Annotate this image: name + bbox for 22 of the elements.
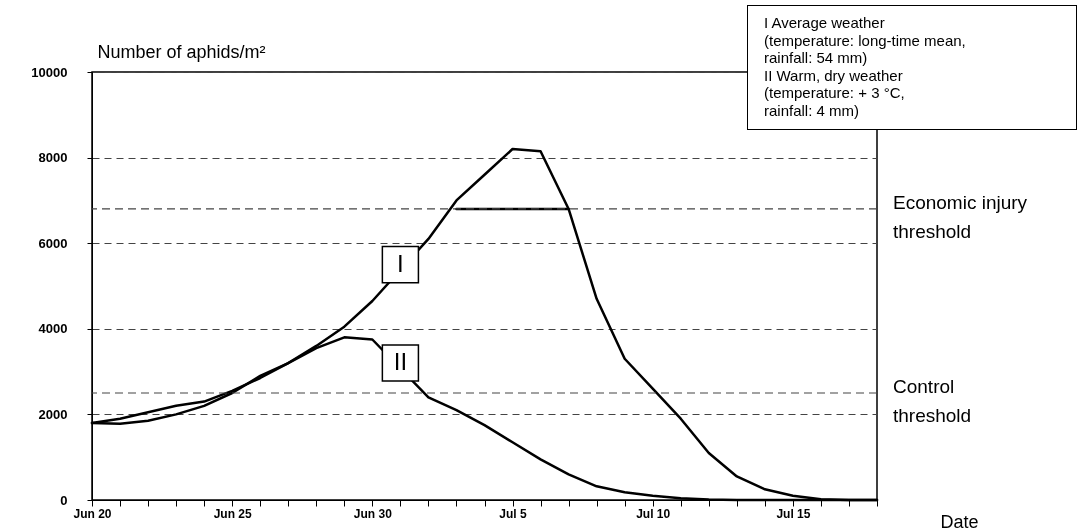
x-tick-label: Jun 20 (73, 506, 112, 521)
y-tick-label: 4000 (38, 321, 68, 337)
y-tick-label: 8000 (38, 150, 68, 166)
x-tick-label: Jul 15 (776, 506, 811, 521)
y-tick-label: 6000 (38, 235, 68, 251)
ref-line-label: Economic injury threshold (893, 191, 1028, 242)
annotation: (temperature: + 3 °C, (764, 84, 906, 102)
x-tick-label: Jul 10 (636, 506, 671, 521)
y-axis-title: Number of aphids/m² (97, 41, 266, 62)
x-tick-label: Jun 30 (353, 506, 393, 521)
annotation: rainfall: 4 mm) (764, 101, 861, 119)
annotation: II Warm, dry weather (764, 66, 904, 84)
y-tick-label: 2000 (38, 406, 68, 422)
annotation: II (393, 348, 408, 376)
y-tick-label: 10000 (31, 64, 68, 80)
x-axis-title: Date (940, 511, 979, 530)
y-tick-label: 0 (60, 492, 68, 508)
x-tick-label: Jun 25 (213, 506, 253, 521)
x-tick-label: Jul 5 (499, 506, 528, 521)
ref-line-label: Control threshold (893, 376, 972, 426)
annotation: I (397, 249, 404, 277)
key-box: I Average weather (temperature: long-time mean, rainfall: 54 mm) II Warm, dry weather (temperature: + 3 °C, rainfall: 4 mm) (747, 5, 1077, 130)
